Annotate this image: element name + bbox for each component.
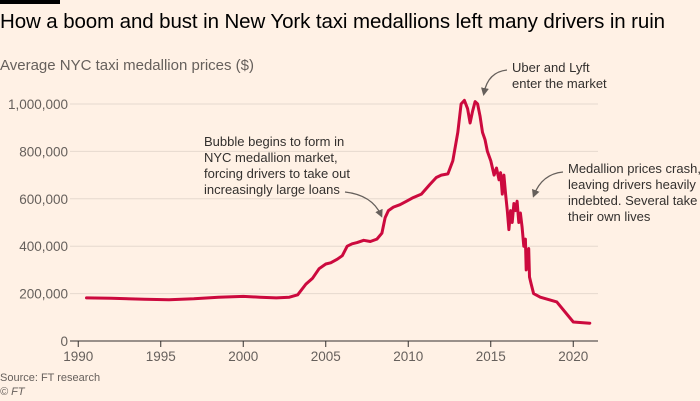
annotation-arrow — [481, 69, 508, 96]
x-tick-label: 2000 — [228, 349, 258, 364]
x-tick-label: 2005 — [311, 349, 341, 364]
x-tick-label: 1995 — [146, 349, 176, 364]
annotation-arrow — [344, 191, 383, 218]
annotation-text: indebted. Several take — [568, 193, 697, 208]
y-tick-label: 0 — [60, 334, 68, 349]
y-tick-label: 400,000 — [19, 239, 68, 254]
annotation-text: enter the market — [512, 76, 607, 91]
x-tick-label: 2015 — [476, 349, 506, 364]
source-text: Source: FT research — [0, 372, 101, 384]
y-tick-label: 200,000 — [19, 287, 68, 302]
x-tick-label: 1990 — [63, 349, 93, 364]
chart-title: How a boom and bust in New York taxi med… — [0, 10, 665, 33]
y-tick-label: 1,000,000 — [8, 97, 68, 112]
annotation-text: Uber and Lyft — [512, 60, 590, 75]
annotation-text: leaving drivers heavily — [568, 177, 696, 192]
annotation-text: Medallion prices crash, — [568, 161, 700, 176]
gridlines — [70, 103, 598, 295]
annotation-text: NYC medallion market, — [204, 150, 338, 165]
x-tick-label: 2010 — [393, 349, 423, 364]
annotation-arrow — [532, 171, 564, 198]
source-note: Source: FT research © FT — [0, 371, 100, 399]
series-line-medallion-price — [85, 98, 592, 325]
annotation-text: Bubble begins to form in — [204, 134, 344, 149]
copyright-text: © FT — [0, 386, 25, 398]
x-axis: 1990 1995 2000 2005 2010 2015 2020 — [63, 340, 598, 364]
x-tick-label: 2020 — [558, 349, 588, 364]
series-layer — [85, 98, 592, 325]
y-axis: 0 200,000 400,000 600,000 800,000 1,000,000 — [8, 97, 68, 349]
annotation-text: increasingly large loans — [204, 182, 340, 197]
top-accent-bar — [0, 0, 60, 4]
annotation-text: their own lives — [568, 209, 651, 224]
annotation-text: forcing drivers to take out — [204, 166, 350, 181]
chart-subtitle: Average NYC taxi medallion prices ($) — [0, 57, 254, 74]
y-tick-label: 600,000 — [19, 192, 68, 207]
y-tick-label: 800,000 — [19, 144, 68, 159]
